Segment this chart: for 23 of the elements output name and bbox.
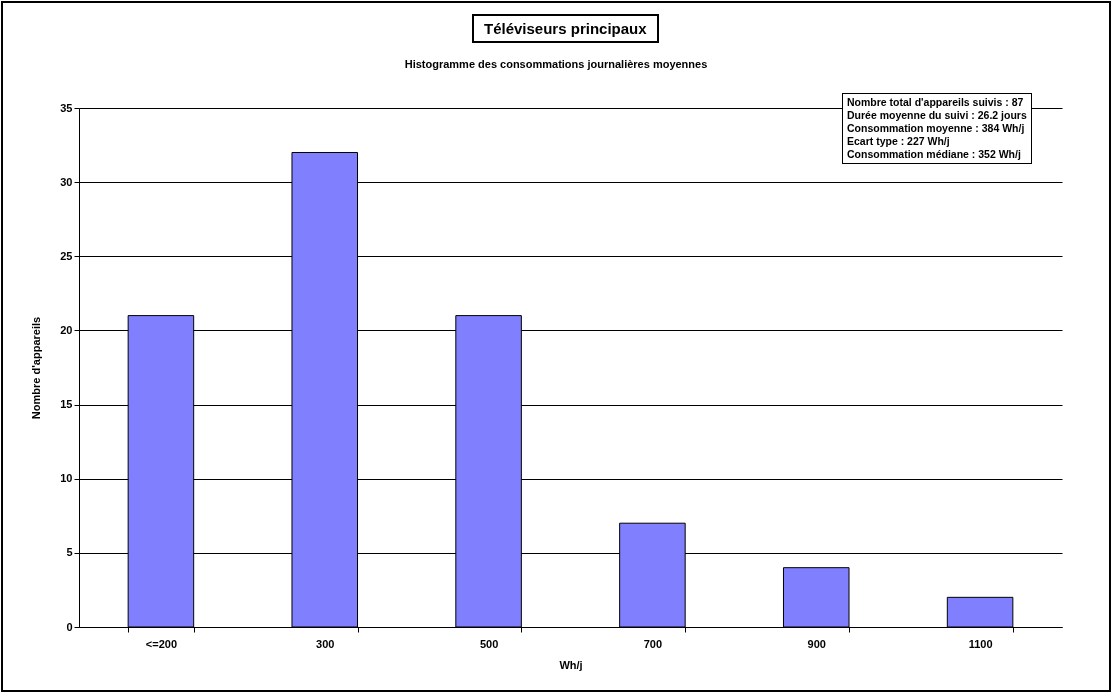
chart-subtitle: Histogramme des consommations journalières moyennes — [403, 58, 709, 70]
y-tick-label: 20 — [60, 323, 73, 336]
y-tick-label: 25 — [60, 249, 73, 262]
y-axis-title: Nombre d'appareils — [30, 316, 43, 420]
annotation: Consommation médiane : 352 Wh/j — [847, 148, 1022, 161]
y-tick-label: 15 — [60, 398, 73, 411]
x-tick-label: 300 — [316, 637, 335, 650]
annotation: Ecart type : 227 Wh/j — [847, 135, 951, 148]
x-tick-label: 1100 — [968, 637, 993, 650]
y-tick-label: 0 — [66, 620, 73, 633]
x-tick-label: 900 — [807, 637, 826, 650]
x-tick-label: <=200 — [145, 637, 178, 650]
chart-title: Téléviseurs principaux — [472, 14, 659, 43]
x-tick-label: 500 — [479, 637, 499, 650]
annotation: Consommation moyenne : 384 Wh/j — [847, 122, 1026, 135]
y-tick-label: 30 — [60, 175, 73, 188]
y-tick-label: 5 — [66, 546, 73, 559]
x-tick-label: 700 — [643, 637, 663, 650]
y-tick-label: 35 — [60, 101, 73, 114]
annotation: Durée moyenne du suivi : 26.2 jours — [847, 109, 1027, 122]
text: Nombre total d'appareils suivis : 87 — [847, 96, 1025, 109]
y-tick-label: 10 — [60, 472, 73, 485]
x-axis-title: Wh/j — [559, 658, 583, 671]
